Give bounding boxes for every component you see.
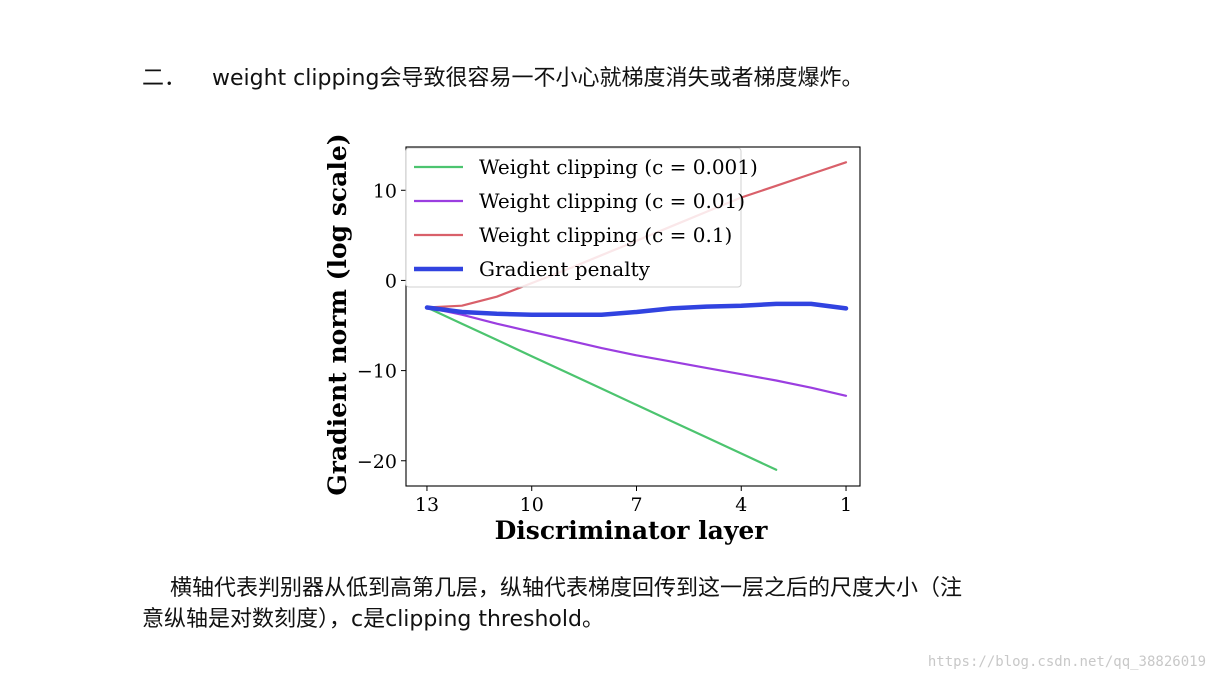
x-tick-label: 4 [735, 494, 747, 516]
x-tick-label: 1 [840, 494, 852, 516]
y-tick-label: 0 [385, 270, 397, 292]
caption: 横轴代表判别器从低到高第几层，纵轴代表梯度回传到这一层之后的尺度大小（注 意纵轴… [142, 573, 1102, 635]
legend-label-2: Weight clipping (c = 0.01) [479, 189, 745, 213]
legend-label-1: Weight clipping (c = 0.001) [479, 155, 758, 179]
y-tick-label: −10 [357, 361, 397, 383]
x-tick-label: 13 [415, 494, 439, 516]
x-tick-label: 10 [520, 494, 544, 516]
series-line-2 [425, 306, 848, 397]
y-tick-label: −20 [357, 451, 397, 473]
y-axis-label: Gradient norm (log scale) [323, 133, 352, 495]
legend-label-3: Weight clipping (c = 0.1) [479, 223, 732, 247]
legend-label-4: Gradient penalty [479, 257, 651, 281]
gradient-norm-chart: 13 10 7 4 1 10 0 −10 −20 Discriminator layer Gradi… [323, 133, 861, 545]
x-axis-label: Discriminator layer [495, 516, 769, 545]
axes: 13 10 7 4 1 10 0 −10 −20 Discriminator layer Gradi… [323, 133, 861, 545]
caption-line-1: 横轴代表判别器从低到高第几层，纵轴代表梯度回传到这一层之后的尺度大小（注 [170, 576, 963, 601]
y-tick-label: 10 [373, 180, 397, 202]
heading-number: 二． [142, 66, 187, 91]
series-line-4 [424, 301, 849, 317]
heading-text: weight clipping会导致很容易一不小心就梯度消失或者梯度爆炸。 [212, 66, 864, 91]
plot-frame [405, 146, 861, 487]
x-tick-label: 7 [630, 494, 642, 516]
heading: 二． weight clipping会导致很容易一不小心就梯度消失或者梯度爆炸。 [142, 64, 863, 94]
legend: Weight clipping (c = 0.001) Weight clippi… [405, 147, 758, 288]
caption-line-2: 意纵轴是对数刻度），c是clipping threshold。 [142, 607, 604, 632]
series-line-1 [425, 306, 778, 471]
watermark: https://blog.csdn.net/qq_38826019 [927, 654, 1206, 670]
legend-box [405, 147, 742, 288]
